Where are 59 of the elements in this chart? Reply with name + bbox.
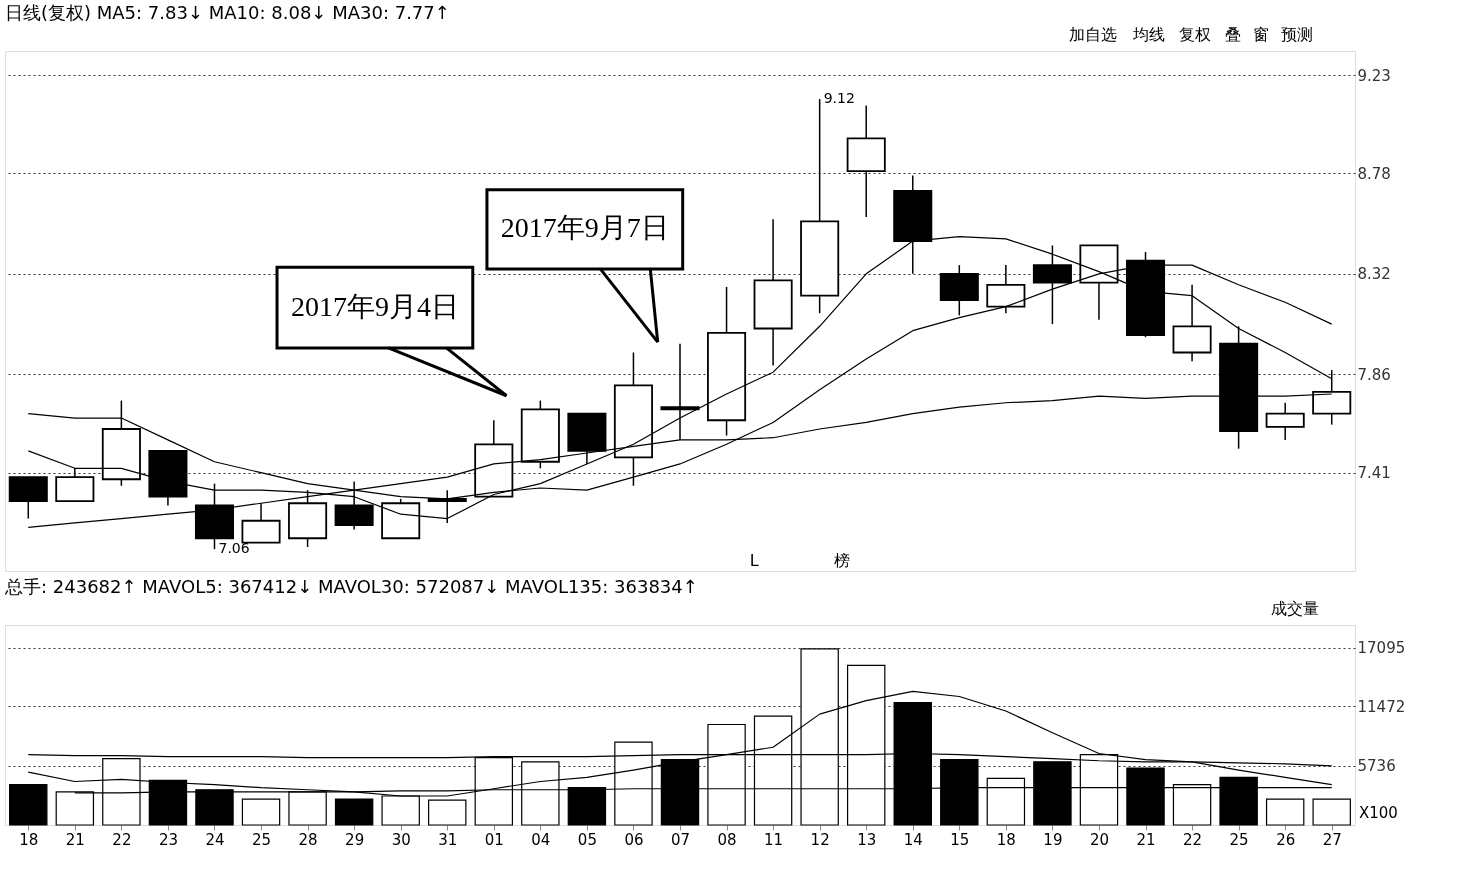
x-tick-label: 18 [996,830,1016,849]
x-tick-label: 27 [1322,830,1342,849]
x-tick-label: 05 [577,830,597,849]
bar [1265,798,1305,826]
x-tick-label: 24 [205,830,225,849]
x-tick-label: 14 [903,830,923,849]
x-tick-label: 11 [764,830,784,849]
bar [334,798,374,826]
y-tick-label: 9.23 [1357,66,1391,85]
y-tick-label: 8.78 [1357,164,1391,183]
text: 窗 [1253,25,1269,44]
x-tick-label: 07 [670,830,691,849]
bar [428,799,467,826]
text: 成交量 [1271,599,1319,618]
y-tick-label: 11472 [1357,697,1406,716]
bar [1312,798,1351,826]
x-tick-label: 30 [391,830,411,849]
text: 加自选 [1069,25,1117,44]
text: 复权 [1179,25,1211,44]
x-tick-label: 20 [1089,830,1110,849]
annotation: 榜 [834,551,850,570]
x-tick-label: 19 [1043,830,1063,849]
x-tick-label: 01 [484,830,504,849]
chart-title: 总手: 243682↑ MAVOL5: 367412↓ MAVOL30: 572087↓ MAVOL135: 363834↑ [4,576,698,597]
x-tick-label: 13 [857,830,877,849]
x-tick-label: 21 [65,830,85,849]
x-tick-label: 04 [531,830,551,849]
x-tick-label: 25 [1229,830,1249,849]
x-tick-label: 06 [624,830,644,849]
x-tick-label: 22 [1183,830,1203,849]
y-tick-label: 7.86 [1357,365,1391,384]
x-tick-label: 23 [158,830,178,849]
y-tick-label: 5736 [1357,757,1396,776]
annotation: 2017年9月7日 [500,212,669,244]
annotation: 2017年9月4日 [290,290,459,322]
text: 叠 [1225,25,1241,44]
text: X100 [1359,804,1398,822]
annotation: 7.06 [218,540,250,557]
text: 均线 [1132,25,1165,44]
x-tick-label: 26 [1276,830,1296,849]
x-tick-label: 12 [810,830,830,849]
text: 预测 [1281,25,1313,44]
annotation: L [749,551,759,570]
x-tick-label: 18 [19,830,39,849]
x-tick-label: 25 [251,830,272,849]
x-tick-label: 15 [950,830,970,849]
x-tick-label: 08 [717,830,737,849]
x-tick-label: 21 [1136,830,1156,849]
x-tick-label: 29 [345,830,365,849]
bar [241,798,281,826]
x-tick-label: 28 [298,830,318,849]
y-tick-label: 7.41 [1357,464,1391,483]
x-tick-label: 22 [112,830,132,849]
annotation: 9.12 [823,90,855,107]
chart-title: 日线(复权) MA5: 7.83↓ MA10: 8.08↓ MA30: 7.77↑ [5,2,450,23]
bar [9,783,48,826]
x-tick-label: 31 [438,830,458,849]
y-tick-label: 8.32 [1357,265,1391,284]
y-tick-label: 17095 [1357,639,1406,658]
